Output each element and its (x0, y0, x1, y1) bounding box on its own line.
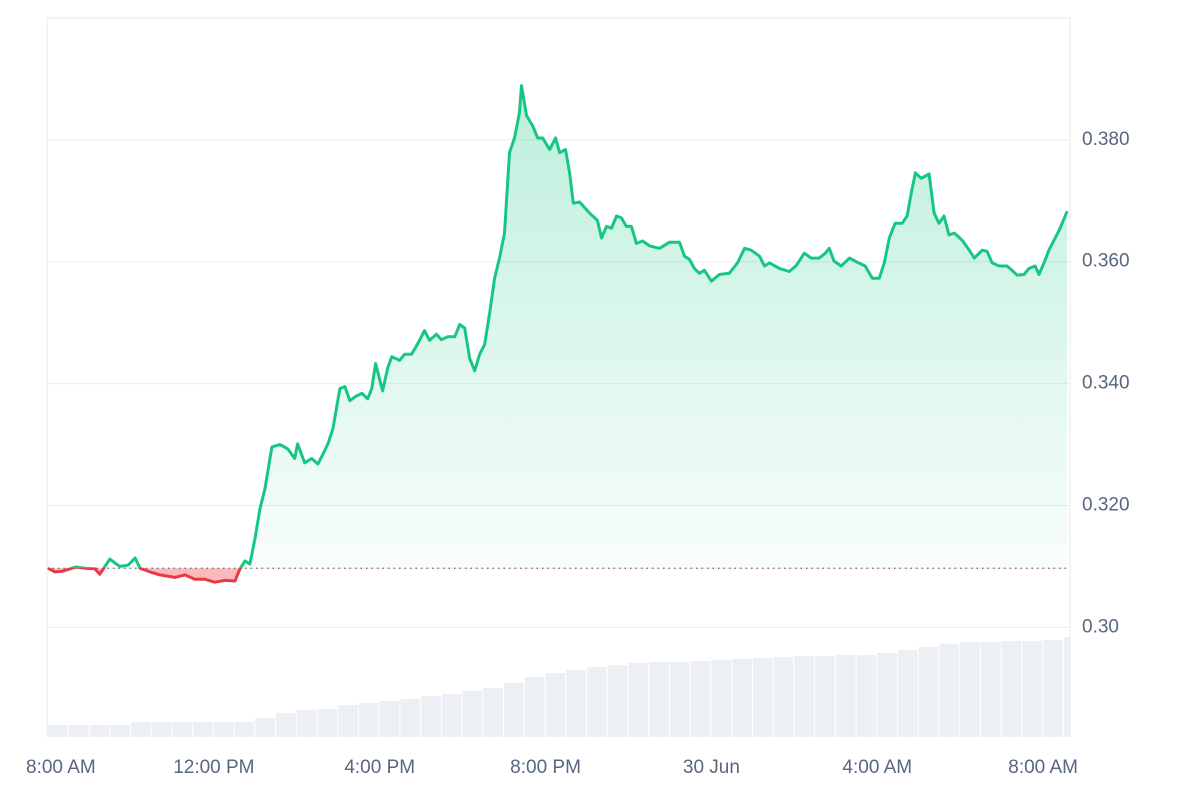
volume-bar (317, 709, 338, 737)
volume-bar (711, 660, 732, 737)
volume-bar (172, 722, 193, 737)
volume-bar (898, 650, 918, 737)
volume-bar (877, 653, 897, 737)
volume-bar (628, 663, 649, 737)
y-tick-label: 0.30 (1082, 616, 1119, 637)
volume-bar (255, 718, 276, 737)
volume-bar (918, 647, 939, 737)
volume-bar (1001, 641, 1022, 737)
volume-bar (68, 725, 89, 737)
price-layer (47, 84, 1070, 584)
volume-bar (276, 713, 296, 737)
volume-bar (939, 644, 960, 737)
y-tick-label: 0.360 (1082, 251, 1130, 272)
volume-bar (752, 658, 773, 737)
volume-bar (130, 722, 151, 737)
volume-bar (856, 655, 877, 737)
volume-bar (151, 722, 172, 737)
price-line (47, 84, 1069, 584)
volume-bar (400, 699, 421, 737)
volume-bar (980, 642, 1001, 737)
volume-bar (462, 691, 483, 737)
volume-bar (1022, 641, 1043, 737)
x-tick-label: 8:00 AM (1008, 757, 1078, 778)
volume-bar (213, 722, 234, 737)
volume-bar (649, 662, 669, 737)
volume-bar (48, 725, 68, 737)
volume-bar (483, 688, 504, 737)
volume-bar (1043, 640, 1063, 737)
volume-bar (794, 656, 815, 737)
volume-bar (815, 656, 835, 737)
volume-bar (690, 661, 711, 737)
volume-layer (48, 637, 1070, 737)
volume-bar (607, 665, 628, 737)
x-tick-label: 30 Jun (683, 757, 740, 778)
x-tick-label: 8:00 AM (26, 757, 96, 778)
volume-bar (338, 705, 358, 737)
x-tick-label: 12:00 PM (173, 757, 254, 778)
volume-bar (587, 667, 607, 737)
price-area (48, 85, 1068, 583)
volume-bar (234, 722, 255, 737)
volume-bar (566, 670, 587, 737)
volume-bar (89, 725, 110, 737)
x-tick-label: 4:00 AM (842, 757, 912, 778)
x-tick-label: 8:00 PM (510, 757, 581, 778)
volume-bar (441, 694, 462, 737)
volume-bar (1063, 637, 1070, 737)
volume-bar (110, 725, 130, 737)
x-tick-label: 4:00 PM (344, 757, 415, 778)
volume-bar (545, 673, 566, 737)
y-tick-label: 0.340 (1082, 373, 1130, 394)
volume-bar (379, 701, 400, 737)
volume-bar (421, 696, 441, 737)
volume-bar (732, 659, 752, 737)
volume-bar (358, 703, 379, 737)
y-tick-label: 0.380 (1082, 129, 1130, 150)
label-layer: 0.30 0.320 0.340 0.360 0.380 8:00 AM 12:00 PM 4… (26, 129, 1130, 778)
y-tick-label: 0.320 (1082, 494, 1130, 515)
volume-bar (296, 710, 317, 737)
volume-bar (193, 722, 213, 737)
volume-bar (504, 683, 524, 737)
volume-bar (835, 655, 856, 737)
volume-bar (524, 677, 545, 737)
volume-bar (669, 662, 690, 737)
volume-bar (773, 657, 794, 737)
volume-bar (960, 642, 980, 737)
